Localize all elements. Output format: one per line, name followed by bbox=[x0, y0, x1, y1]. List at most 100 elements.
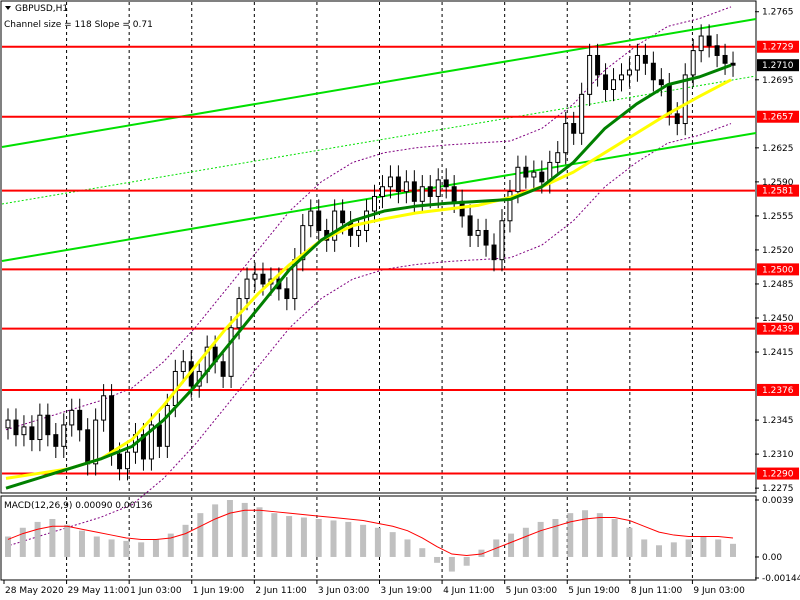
macd-histogram-bar bbox=[152, 539, 159, 557]
macd-histogram-bar bbox=[552, 518, 559, 557]
x-tick-label: 2 Jun 11:00 bbox=[255, 586, 307, 596]
candle-body bbox=[164, 404, 170, 447]
macd-histogram-bar bbox=[226, 500, 233, 557]
candle-body bbox=[244, 278, 250, 300]
level-tag bbox=[757, 322, 799, 335]
x-tick-label: 5 Jun 03:00 bbox=[506, 586, 558, 596]
candle-body bbox=[21, 426, 27, 436]
macd-histogram-bar bbox=[374, 527, 381, 557]
macd-histogram-bar bbox=[567, 513, 574, 557]
candle-body bbox=[595, 54, 601, 76]
candle-body bbox=[642, 54, 648, 64]
vertical-grid bbox=[66, 2, 693, 580]
candle-body bbox=[451, 186, 457, 202]
macd-y-tick-label: 0.0039 bbox=[762, 496, 794, 506]
x-tick-label: 28 May 2020 bbox=[5, 586, 64, 596]
level-tag-label: 1.2729 bbox=[762, 43, 794, 53]
macd-y-tick-label: -0.00144 bbox=[762, 574, 800, 584]
x-tick-label: 1 Jun 03:00 bbox=[130, 586, 182, 596]
macd-y-tick-label: 0.00 bbox=[762, 553, 782, 563]
candle-body bbox=[515, 166, 521, 193]
macd-histogram-bar bbox=[463, 556, 470, 566]
candle-body bbox=[507, 191, 513, 222]
channel-upper-line bbox=[1, 18, 757, 148]
macd-histogram-bar bbox=[656, 545, 663, 557]
candle-body bbox=[372, 195, 377, 212]
macd-histogram-bar bbox=[93, 536, 100, 557]
candle-body bbox=[140, 434, 146, 460]
macd-histogram-bar bbox=[256, 507, 263, 557]
macd-label: MACD(12,26,9) 0.00090 0.00136 bbox=[4, 501, 153, 511]
macd-histogram-bar bbox=[123, 540, 130, 557]
macd-histogram-bar bbox=[715, 539, 722, 557]
x-tick-label: 1 Jun 19:00 bbox=[193, 586, 245, 596]
candle-body bbox=[634, 54, 640, 71]
macd-histogram-bar bbox=[300, 517, 307, 557]
ma-fast-line bbox=[5, 63, 732, 490]
candle-body bbox=[156, 424, 162, 447]
macd-histogram-bar bbox=[182, 524, 189, 557]
candle-body bbox=[5, 419, 11, 429]
macd-histogram-bar bbox=[478, 549, 485, 557]
macd-histogram-bar bbox=[522, 527, 529, 557]
horizontal-levels: 1.2729 1.2657 1.2581 1.2500 1.2439 1.2376 1.22… bbox=[2, 40, 799, 480]
candle-body bbox=[61, 424, 67, 447]
candle-body bbox=[300, 225, 306, 261]
candle-body bbox=[674, 113, 680, 125]
candle-body bbox=[618, 74, 624, 81]
price-axis: 1.2765 1.2695 1.2625 1.2590 1.2555 1.2520 1.24… bbox=[755, 8, 799, 494]
candle-body bbox=[284, 288, 290, 300]
candle-body bbox=[499, 220, 505, 261]
candle-body bbox=[379, 186, 385, 197]
macd-histogram-bar bbox=[641, 539, 648, 557]
candle-body bbox=[491, 244, 497, 261]
x-tick-label: 29 May 11:00 bbox=[68, 586, 130, 596]
channel-info: Channel size = 118 Slope = 0.71 bbox=[4, 20, 153, 30]
level-tag-label: 1.2376 bbox=[762, 386, 794, 396]
candle-body bbox=[69, 409, 75, 426]
macd-histogram-bar bbox=[389, 532, 396, 557]
candle-body bbox=[730, 62, 736, 66]
macd-histogram-bar bbox=[345, 521, 352, 557]
macd-histogram-bar bbox=[78, 530, 85, 557]
main-panel-frame bbox=[0, 0, 757, 494]
time-axis: 28 May 2020 29 May 11:00 1 Jun 03:00 1 Jun … bbox=[3, 580, 745, 596]
candle-body bbox=[435, 179, 441, 197]
candle-body bbox=[148, 424, 154, 460]
channel-middle-line bbox=[1, 75, 757, 205]
candle-body bbox=[706, 35, 712, 47]
level-tag-label: 1.2581 bbox=[762, 187, 794, 197]
macd-histogram-bar bbox=[419, 548, 426, 557]
candle-body bbox=[579, 93, 585, 134]
candle-body bbox=[53, 434, 59, 447]
level-tag-label: 1.2290 bbox=[762, 470, 794, 480]
macd-histogram-bar bbox=[241, 502, 248, 557]
candle-body bbox=[45, 414, 51, 436]
level-tag-label: 1.2500 bbox=[762, 265, 794, 275]
level-tag bbox=[757, 383, 799, 396]
y-tick-label: 1.2695 bbox=[762, 76, 794, 86]
channel-lower-line bbox=[1, 132, 757, 262]
level-tag bbox=[757, 110, 799, 123]
candle-body bbox=[571, 123, 577, 134]
candle-body bbox=[260, 273, 266, 285]
candle-body bbox=[603, 74, 609, 91]
macd-histogram-bar bbox=[700, 536, 707, 557]
macd-histogram-bar bbox=[34, 521, 41, 557]
y-tick-label: 1.2450 bbox=[762, 314, 794, 324]
macd-histogram-bar bbox=[330, 520, 337, 557]
candle-body bbox=[85, 429, 91, 465]
x-tick-label: 5 Jun 19:00 bbox=[568, 586, 620, 596]
y-tick-label: 1.2625 bbox=[762, 144, 794, 154]
candle-body bbox=[658, 79, 664, 86]
y-tick-label: 1.2590 bbox=[762, 178, 794, 188]
macd-histogram-bar bbox=[49, 518, 56, 557]
macd-histogram-bar bbox=[108, 539, 115, 557]
dropdown-arrow-icon[interactable] bbox=[5, 6, 11, 10]
candle-body bbox=[77, 409, 83, 431]
candle-body bbox=[117, 453, 123, 470]
macd-histogram-bar bbox=[5, 536, 11, 557]
current-price-tag bbox=[757, 59, 799, 72]
